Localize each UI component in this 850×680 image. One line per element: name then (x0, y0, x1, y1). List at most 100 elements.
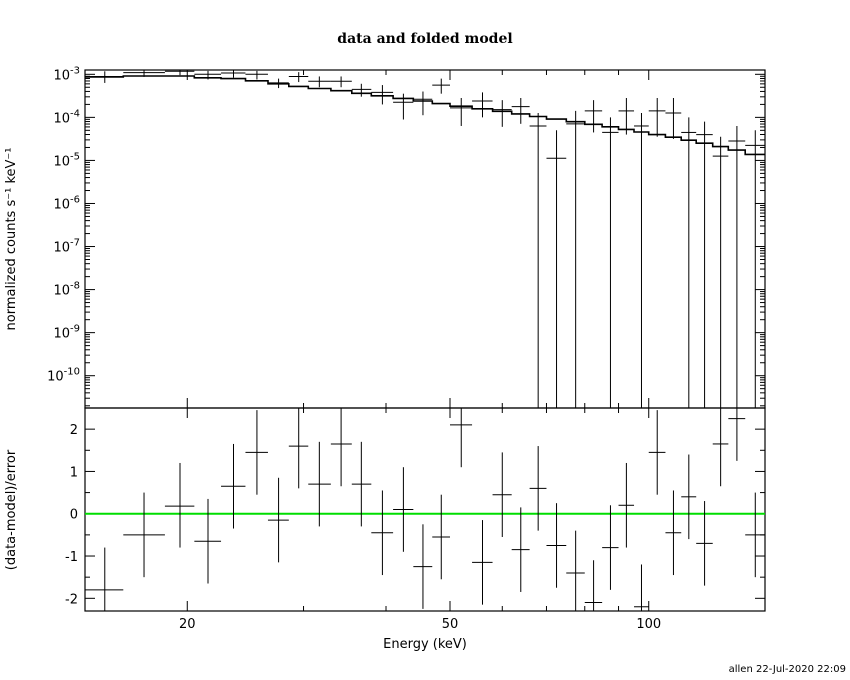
data-point (85, 71, 124, 83)
bottom-panel-ticks (85, 408, 765, 611)
data-point (194, 70, 222, 80)
data-point (123, 70, 165, 77)
residual-point (221, 443, 246, 529)
x-tick-label: 100 (636, 617, 661, 632)
data-point (728, 125, 746, 408)
data-point (413, 91, 433, 116)
data-point (371, 85, 394, 105)
residual-point (351, 441, 372, 527)
data-point (681, 117, 697, 408)
residual-point (618, 462, 635, 548)
top-panel: 10-3 10-4 10-5 10-6 10-7 10-8 10-9 10-10 normal… (4, 65, 766, 409)
residual-point (492, 452, 512, 537)
residual-point (566, 530, 585, 611)
data-point (696, 121, 713, 408)
data-point (602, 117, 619, 408)
residual-point (745, 492, 765, 578)
residual-point (413, 524, 433, 609)
data-point (634, 113, 649, 408)
bottom-panel: 2 1 0 -1 -2 (data-model)/error (4, 407, 766, 612)
y-tick-label: 10-4 (53, 108, 80, 126)
footer-timestamp: allen 22-Jul-2020 22:09 (729, 664, 846, 675)
residual-point (85, 547, 124, 611)
data-point (330, 76, 352, 88)
x-tick-label: 50 (442, 617, 459, 632)
y-tick-label: 2 (70, 423, 78, 438)
y-tick-label: 10-8 (53, 281, 80, 299)
residual-point (245, 410, 268, 495)
x-axis-label: Energy (keV) (383, 637, 467, 652)
residual-point (584, 560, 603, 611)
data-point (393, 93, 414, 120)
chart-title: data and folded model (337, 31, 512, 47)
x-tick-label: 20 (179, 617, 196, 632)
residual-point (393, 467, 414, 552)
y-tick-label: 10-3 (53, 65, 80, 83)
data-point (288, 72, 309, 83)
data-point (546, 130, 567, 408)
residual-point (449, 408, 473, 468)
data-point (511, 97, 530, 124)
data-point (584, 100, 603, 133)
bottom-panel-frame (84, 407, 766, 612)
x-tick-labels: 20 50 100 (179, 617, 661, 632)
residual-point (123, 492, 165, 578)
top-panel-ticks (85, 70, 765, 408)
y-tick-label: -1 (65, 550, 78, 565)
residual-point (511, 507, 530, 592)
residual-point (472, 520, 493, 605)
residual-point (308, 441, 331, 527)
residual-point (529, 446, 547, 531)
residual-point (371, 490, 394, 576)
y-tick-label: 1 (70, 465, 78, 480)
y-tick-label: 10-5 (53, 151, 80, 169)
residual-point (164, 462, 195, 548)
residual-point (602, 505, 619, 590)
data-point (245, 70, 268, 80)
bottom-y-tick-labels: 2 1 0 -1 -2 (65, 423, 78, 607)
y-tick-label: 0 (70, 508, 78, 523)
y-tick-label: 10-10 (47, 367, 80, 385)
model-step-line (85, 75, 765, 156)
y-tick-label: -2 (65, 592, 78, 607)
top-y-axis-label: normalized counts s⁻¹ keV⁻¹ (4, 148, 19, 331)
data-point (712, 136, 729, 408)
data-point (308, 76, 331, 88)
data-point (432, 78, 450, 94)
data-point (618, 97, 635, 135)
residual-point (696, 501, 713, 586)
top-panel-frame (84, 69, 766, 409)
top-y-tick-labels: 10-3 10-4 10-5 10-6 10-7 10-8 10-9 10-10 (47, 65, 80, 384)
model-line (85, 75, 765, 156)
data-point (267, 78, 289, 89)
data-point (529, 113, 547, 408)
y-tick-label: 10-7 (53, 238, 80, 256)
data-point (449, 97, 473, 126)
data-point (472, 92, 493, 118)
residual-points (85, 408, 765, 611)
data-point (221, 70, 246, 78)
top-data-points (85, 70, 765, 408)
residual-point (665, 490, 682, 576)
data-point (351, 83, 372, 97)
residual-point (681, 454, 697, 540)
residual-point (432, 494, 450, 580)
y-tick-label: 10-6 (53, 194, 80, 212)
data-point (665, 97, 682, 139)
bottom-y-axis-label: (data-model)/error (4, 449, 19, 570)
residual-point (546, 503, 567, 588)
data-point (492, 100, 512, 127)
data-point (745, 130, 765, 408)
data-point (566, 110, 585, 408)
data-point (648, 97, 666, 137)
y-tick-label: 10-9 (53, 324, 80, 342)
residual-point (267, 477, 289, 563)
residual-point (634, 564, 649, 611)
residual-point (330, 408, 352, 487)
residual-point (194, 498, 222, 584)
residual-point (288, 408, 309, 489)
residual-point (728, 408, 746, 461)
data-point (164, 70, 195, 76)
residual-point (648, 410, 666, 495)
